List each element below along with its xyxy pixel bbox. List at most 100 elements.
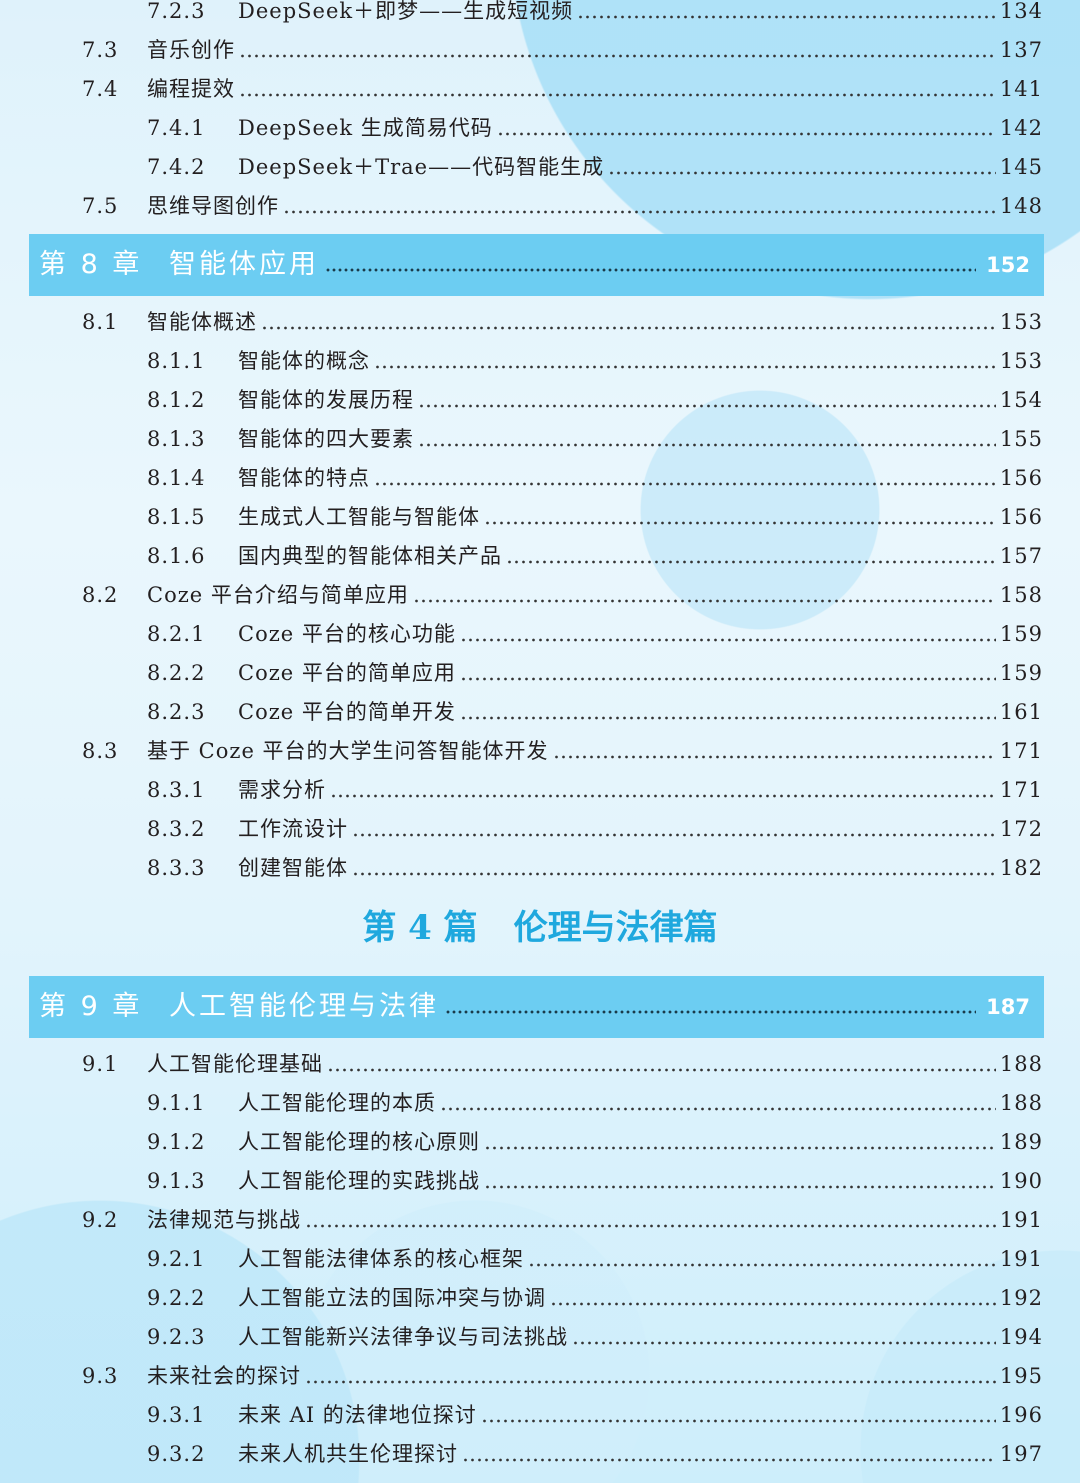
entry-page: 153	[999, 349, 1043, 373]
entry-page: 191	[999, 1247, 1043, 1271]
entry-title: DeepSeek＋即梦——生成短视频	[238, 0, 574, 23]
dot-leader	[239, 31, 996, 70]
dot-leader	[459, 615, 996, 654]
toc-entry[interactable]: 8.2 Coze 平台介绍与简单应用 158	[0, 576, 1080, 615]
entry-line: DeepSeek＋Trae——代码智能生成 145	[238, 148, 1043, 187]
toc-entry[interactable]: 8.3.1 需求分析 171	[0, 771, 1080, 810]
toc-section-ch9: 9.1 人工智能伦理基础 188 9.1.1 人工智能伦理的本质 188 9.1.2 人工智能…	[0, 1045, 1080, 1474]
chapter-8-header[interactable]: 第 8 章 智能体应用 152	[29, 234, 1044, 296]
toc-entry[interactable]: 9.1 人工智能伦理基础 188	[0, 1045, 1080, 1084]
toc-entry[interactable]: 7.4.2 DeepSeek＋Trae——代码智能生成 145	[0, 148, 1080, 187]
entry-line: 思维导图创作 148	[147, 187, 1043, 226]
entry-title: 人工智能法律体系的核心框架	[238, 1247, 524, 1271]
entry-page: 145	[999, 155, 1043, 179]
toc-entry[interactable]: 8.1 智能体概述 153	[0, 303, 1080, 342]
entry-title: 智能体的四大要素	[238, 427, 414, 451]
entry-page: 188	[999, 1052, 1043, 1076]
toc-entry[interactable]: 9.3.1 未来 AI 的法律地位探讨 196	[0, 1396, 1080, 1435]
entry-line: 人工智能伦理的本质 188	[238, 1084, 1043, 1123]
dot-leader	[239, 70, 996, 109]
toc-entry[interactable]: 9.1.3 人工智能伦理的实践挑战 190	[0, 1162, 1080, 1201]
entry-line: 编程提效 141	[147, 70, 1043, 109]
toc-entry[interactable]: 8.2.1 Coze 平台的核心功能 159	[0, 615, 1080, 654]
entry-number: 7.4.1	[147, 116, 206, 140]
toc-entry[interactable]: 9.2.1 人工智能法律体系的核心框架 191	[0, 1240, 1080, 1279]
toc-entry[interactable]: 8.1.2 智能体的发展历程 154	[0, 381, 1080, 420]
toc-entry[interactable]: 9.3.2 未来人机共生伦理探讨 197	[0, 1435, 1080, 1474]
entry-page: 196	[999, 1403, 1043, 1427]
toc-entry[interactable]: 7.4 编程提效 141	[0, 70, 1080, 109]
entry-line: 人工智能伦理的核心原则 189	[238, 1123, 1043, 1162]
entry-page: 188	[999, 1091, 1043, 1115]
entry-title: 工作流设计	[238, 817, 348, 841]
entry-line: Coze 平台的简单应用 159	[238, 654, 1043, 693]
entry-number: 9.2.2	[147, 1286, 206, 1310]
toc-entry[interactable]: 9.2 法律规范与挑战 191	[0, 1201, 1080, 1240]
toc-entry[interactable]: 7.5 思维导图创作 148	[0, 187, 1080, 226]
toc-entry[interactable]: 7.3 音乐创作 137	[0, 31, 1080, 70]
entry-line: 智能体概述 153	[147, 303, 1043, 342]
toc-entry[interactable]: 8.3 基于 Coze 平台的大学生问答智能体开发 171	[0, 732, 1080, 771]
entry-number: 8.1	[82, 310, 119, 334]
part-name: 伦理与法律篇	[513, 908, 718, 948]
entry-title: 人工智能伦理的核心原则	[238, 1130, 480, 1154]
entry-number: 8.3.3	[147, 856, 206, 880]
toc-entry[interactable]: 8.1.3 智能体的四大要素 155	[0, 420, 1080, 459]
toc-entry[interactable]: 7.2.3 DeepSeek＋即梦——生成短视频 134	[0, 0, 1080, 31]
entry-page: 137	[999, 38, 1043, 62]
toc-entry[interactable]: 8.1.6 国内典型的智能体相关产品 157	[0, 537, 1080, 576]
toc-entry[interactable]: 8.2.2 Coze 平台的简单应用 159	[0, 654, 1080, 693]
entry-title: 音乐创作	[147, 38, 235, 62]
entry-line: 智能体的发展历程 154	[238, 381, 1043, 420]
entry-line: 人工智能立法的国际冲突与协调 192	[238, 1279, 1043, 1318]
entry-line: Coze 平台的简单开发 161	[238, 693, 1043, 732]
toc-entry[interactable]: 9.1.2 人工智能伦理的核心原则 189	[0, 1123, 1080, 1162]
entry-title: 生成式人工智能与智能体	[238, 505, 480, 529]
toc-entry[interactable]: 7.4.1 DeepSeek 生成简易代码 142	[0, 109, 1080, 148]
entry-page: 189	[999, 1130, 1043, 1154]
entry-number: 8.3.2	[147, 817, 206, 841]
dot-leader	[305, 1201, 996, 1240]
dot-leader	[550, 1279, 996, 1318]
toc-entry[interactable]: 9.3 未来社会的探讨 195	[0, 1357, 1080, 1396]
chapter-page: 187	[986, 995, 1030, 1019]
entry-title: 智能体概述	[147, 310, 257, 334]
toc-entry[interactable]: 8.3.3 创建智能体 182	[0, 849, 1080, 888]
entry-title: Coze 平台的简单开发	[238, 700, 456, 724]
dot-leader	[440, 1084, 996, 1123]
toc-entry[interactable]: 9.2.3 人工智能新兴法律争议与司法挑战 194	[0, 1318, 1080, 1357]
toc-section-ch7: 7.2.3 DeepSeek＋即梦——生成短视频 134 7.3 音乐创作 137 7.4 编…	[0, 0, 1080, 226]
entry-title: 创建智能体	[238, 856, 348, 880]
entry-line: 法律规范与挑战 191	[147, 1201, 1043, 1240]
entry-number: 7.3	[82, 38, 119, 62]
toc-entry[interactable]: 8.3.2 工作流设计 172	[0, 810, 1080, 849]
entry-number: 7.4.2	[147, 155, 206, 179]
entry-title: 人工智能伦理的本质	[238, 1091, 436, 1115]
entry-page: 171	[999, 778, 1043, 802]
entry-title: 未来社会的探讨	[147, 1364, 301, 1388]
entry-line: DeepSeek＋即梦——生成短视频 134	[238, 0, 1043, 31]
toc-entry[interactable]: 8.2.3 Coze 平台的简单开发 161	[0, 693, 1080, 732]
entry-page: 155	[999, 427, 1043, 451]
entry-line: 智能体的概念 153	[238, 342, 1043, 381]
entry-line: 智能体的特点 156	[238, 459, 1043, 498]
toc-entry[interactable]: 9.2.2 人工智能立法的国际冲突与协调 192	[0, 1279, 1080, 1318]
toc-entry[interactable]: 9.1.1 人工智能伦理的本质 188	[0, 1084, 1080, 1123]
toc-entry[interactable]: 8.1.4 智能体的特点 156	[0, 459, 1080, 498]
dot-leader	[484, 1162, 996, 1201]
entry-number: 8.3	[82, 739, 119, 763]
chapter-title: 人工智能伦理与法律	[169, 991, 439, 1022]
entry-page: 154	[999, 388, 1043, 412]
toc-entry[interactable]: 8.1.5 生成式人工智能与智能体 156	[0, 498, 1080, 537]
entry-line: 工作流设计 172	[238, 810, 1043, 849]
toc-entry[interactable]: 8.1.1 智能体的概念 153	[0, 342, 1080, 381]
dot-leader	[459, 654, 996, 693]
entry-page: 161	[999, 700, 1043, 724]
entry-line: 创建智能体 182	[238, 849, 1043, 888]
entry-page: 191	[999, 1208, 1043, 1232]
dot-leader	[261, 303, 996, 342]
chapter-9-header[interactable]: 第 9 章 人工智能伦理与法律 187	[29, 976, 1044, 1038]
dot-leader	[352, 849, 996, 888]
entry-title: DeepSeek＋Trae——代码智能生成	[238, 155, 605, 179]
entry-number: 8.1.4	[147, 466, 206, 490]
